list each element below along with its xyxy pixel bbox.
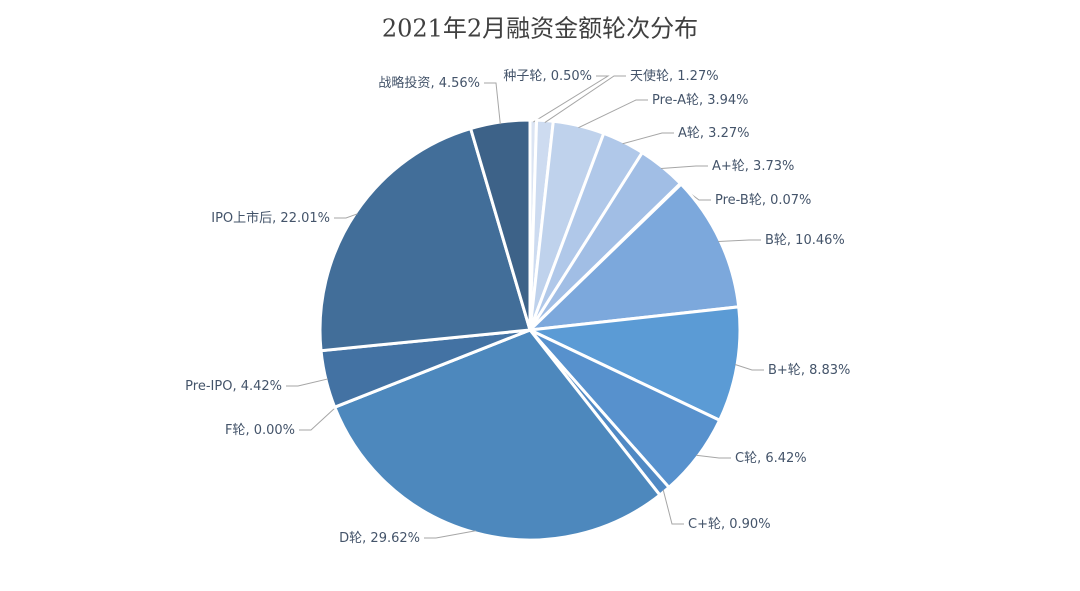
value-label: , 1.27% bbox=[669, 69, 719, 84]
category-label: D轮 bbox=[339, 531, 362, 546]
value-label: , 22.01% bbox=[272, 211, 330, 226]
data-label: F轮, 0.00% bbox=[225, 423, 295, 438]
leader-line bbox=[299, 406, 337, 431]
data-label: D轮, 29.62% bbox=[339, 531, 420, 546]
leader-line bbox=[734, 364, 764, 371]
category-label: A+轮 bbox=[712, 159, 745, 174]
data-label: IPO上市后, 22.01% bbox=[211, 210, 330, 226]
pie-slice bbox=[525, 182, 741, 332]
value-label: , 8.83% bbox=[801, 363, 851, 378]
leader-line bbox=[718, 239, 761, 243]
data-label: Pre-A轮, 3.94% bbox=[652, 93, 749, 108]
value-label: , 0.00% bbox=[245, 423, 295, 438]
data-label: 天使轮, 1.27% bbox=[630, 68, 719, 84]
value-label: , 4.42% bbox=[232, 379, 282, 394]
category-label: IPO上市后 bbox=[211, 210, 272, 226]
leader-line bbox=[578, 99, 648, 129]
value-label: , 3.94% bbox=[699, 93, 749, 108]
data-label: C+轮, 0.90% bbox=[688, 517, 771, 532]
category-label: C轮 bbox=[735, 451, 757, 466]
leader-line bbox=[424, 530, 476, 539]
data-label: B+轮, 8.83% bbox=[768, 363, 850, 378]
leader-line bbox=[696, 454, 731, 459]
category-label: A轮 bbox=[678, 126, 700, 141]
category-label: B轮 bbox=[765, 233, 787, 248]
value-label: , 6.42% bbox=[757, 451, 807, 466]
leader-line bbox=[544, 75, 626, 123]
data-label: B轮, 10.46% bbox=[765, 233, 845, 248]
data-label: 战略投资, 4.56% bbox=[378, 75, 480, 91]
leader-line bbox=[286, 378, 328, 387]
value-label: , 0.07% bbox=[762, 193, 812, 208]
data-label: Pre-B轮, 0.07% bbox=[715, 193, 811, 208]
category-label: Pre-A轮 bbox=[652, 93, 699, 108]
chart-title: 2021年2月融资金额轮次分布 bbox=[382, 15, 698, 43]
value-label: , 0.50% bbox=[542, 69, 592, 84]
leader-line bbox=[533, 75, 610, 123]
data-label: 种子轮, 0.50% bbox=[503, 69, 592, 84]
value-label: , 0.90% bbox=[721, 517, 771, 532]
value-label: , 3.73% bbox=[745, 159, 795, 174]
value-label: , 3.27% bbox=[700, 126, 750, 141]
category-label: Pre-IPO bbox=[185, 379, 232, 394]
category-label: F轮 bbox=[225, 423, 245, 438]
data-label: A轮, 3.27% bbox=[678, 126, 749, 141]
value-label: , 10.46% bbox=[787, 233, 845, 248]
data-label: A+轮, 3.73% bbox=[712, 159, 794, 174]
category-label: B+轮 bbox=[768, 363, 801, 378]
data-label: Pre-IPO, 4.42% bbox=[185, 379, 282, 394]
leader-line bbox=[622, 132, 674, 145]
leader-line bbox=[334, 213, 358, 219]
category-label: 天使轮 bbox=[630, 68, 669, 84]
leader-line bbox=[484, 82, 501, 125]
leader-line bbox=[660, 165, 708, 169]
value-label: , 29.62% bbox=[362, 531, 420, 546]
leader-line bbox=[662, 489, 684, 525]
category-label: 种子轮 bbox=[503, 69, 542, 84]
category-label: 战略投资 bbox=[378, 75, 430, 91]
data-label: C轮, 6.42% bbox=[735, 451, 807, 466]
category-label: Pre-B轮 bbox=[715, 193, 762, 208]
pie-slice bbox=[318, 126, 532, 353]
category-label: C+轮 bbox=[688, 517, 721, 532]
pie-slice bbox=[332, 328, 662, 542]
value-label: , 4.56% bbox=[430, 76, 480, 91]
